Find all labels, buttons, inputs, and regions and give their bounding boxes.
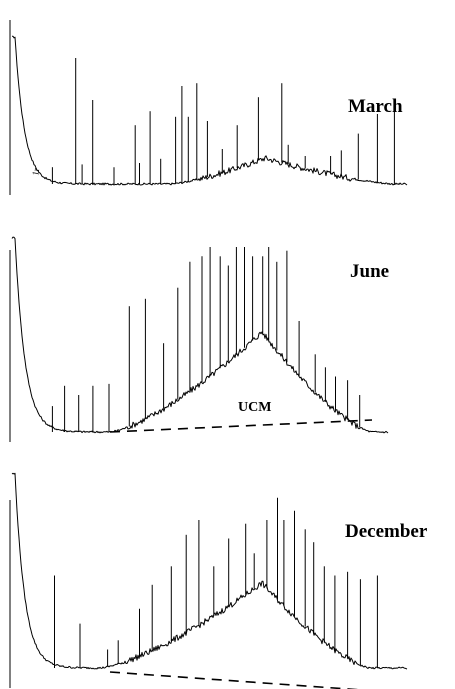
chromatogram-march: March 1r: [9, 20, 408, 195]
annotation-ucm: UCM: [238, 400, 271, 415]
ucm-baseline: [109, 671, 360, 689]
panel-title-december: December: [345, 521, 428, 542]
annotation-1r: 1r: [30, 167, 41, 176]
chromatogram-june: June UCM: [9, 236, 389, 442]
chromatogram-trace: [12, 35, 408, 186]
chromatogram-december: December: [9, 472, 428, 689]
panel-title-march: March: [348, 96, 403, 117]
chromatogram-trace: [11, 472, 408, 670]
ucm-baseline: [109, 419, 373, 433]
panel-title-june: June: [350, 261, 389, 282]
chromatogram-trace: [11, 236, 389, 434]
